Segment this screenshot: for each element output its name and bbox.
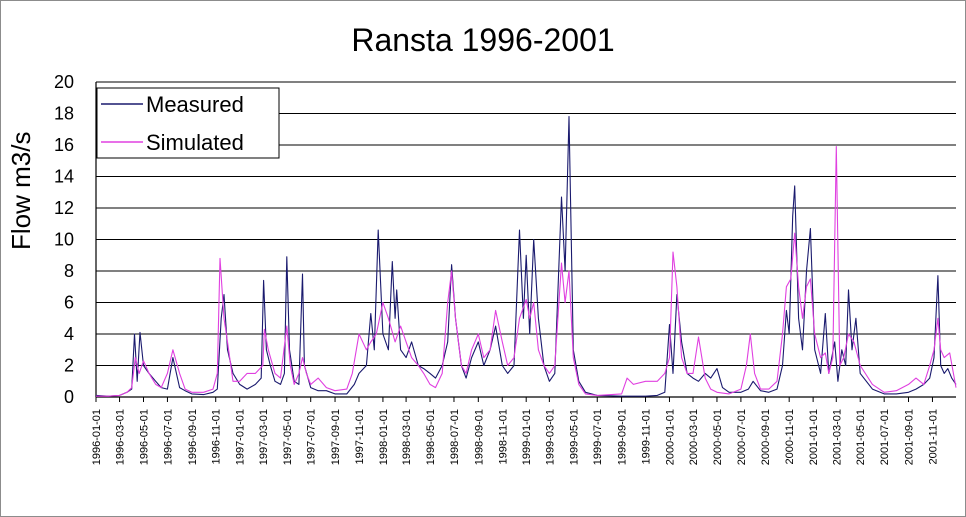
legend-label: Measured — [146, 92, 244, 117]
series-lines — [95, 116, 957, 397]
y-tick-label: 10 — [54, 230, 74, 250]
x-tick-label: 2000-05-01 — [712, 409, 724, 465]
x-tick-label: 1996-01-01 — [91, 409, 103, 465]
x-tick-label: 1998-11-01 — [497, 409, 509, 464]
series-line-simulated — [96, 146, 957, 397]
legend: Measured Simulated — [96, 87, 280, 159]
x-tick-label: 2001-09-01 — [904, 409, 916, 465]
x-tick-label: 1996-05-01 — [138, 409, 150, 465]
x-tick-label: 1997-05-01 — [282, 409, 294, 465]
x-tick-label: 1997-11-01 — [354, 409, 366, 464]
x-tick-label: 1996-09-01 — [187, 409, 199, 465]
x-tick-label: 1998-03-01 — [401, 409, 413, 465]
y-tick-label: 12 — [54, 198, 74, 218]
x-tick-label: 1997-01-01 — [235, 409, 247, 465]
x-tick-label: 2001-03-01 — [831, 409, 843, 465]
x-tick-label: 2000-03-01 — [688, 409, 700, 465]
y-tick-label: 16 — [54, 135, 74, 155]
x-tick-label: 1996-03-01 — [115, 409, 127, 465]
x-tick-label: 1999-11-01 — [641, 409, 653, 464]
y-tick-label: 8 — [64, 261, 74, 281]
x-tick-label: 2000-07-01 — [736, 409, 748, 465]
x-tick-label: 1999-05-01 — [568, 409, 580, 465]
x-tick-label: 1997-03-01 — [258, 409, 270, 465]
x-tick-label: 2000-01-01 — [664, 409, 676, 465]
x-tick-label: 1999-09-01 — [617, 409, 629, 465]
legend-box — [96, 87, 280, 159]
y-tick-label: 14 — [54, 167, 74, 187]
x-tick-label: 1999-07-01 — [592, 409, 604, 465]
x-tick-label: 1999-03-01 — [544, 409, 556, 465]
x-tick-label: 2001-11-01 — [927, 409, 939, 464]
x-tick-label: 1998-05-01 — [425, 409, 437, 465]
x-tick-label: 1997-09-01 — [330, 409, 342, 465]
y-tick-label: 4 — [64, 324, 74, 344]
x-tick-label: 1999-01-01 — [521, 409, 533, 465]
x-tick-label: 1998-09-01 — [473, 409, 485, 465]
x-tick-label: 1998-07-01 — [449, 409, 461, 465]
chart-title: Ransta 1996-2001 — [351, 22, 615, 58]
x-tick-label: 2001-01-01 — [808, 409, 820, 465]
y-tick-label: 20 — [54, 72, 74, 92]
x-tick-label: 2000-11-01 — [784, 409, 796, 464]
y-tick-label: 6 — [64, 293, 74, 313]
x-tick-label: 1996-11-01 — [211, 409, 223, 464]
x-tick-label: 1996-07-01 — [162, 409, 174, 465]
legend-label: Simulated — [146, 130, 244, 155]
x-tick-label: 2001-07-01 — [879, 409, 891, 465]
y-tick-label: 2 — [64, 356, 74, 376]
x-tick-labels: 1996-01-01 1996-03-01 1996-05-01 1996-07-01… — [91, 397, 939, 465]
series-line-measured — [95, 116, 957, 397]
x-tick-label: 2001-05-01 — [855, 409, 867, 465]
x-tick-label: 1997-07-01 — [306, 409, 318, 465]
y-tick-labels: 0 2 4 6 8 10 12 14 16 18 20 — [54, 72, 74, 407]
y-tick-label: 0 — [64, 387, 74, 407]
x-tick-label: 1998-01-01 — [378, 409, 390, 465]
x-tick-label: 2000-09-01 — [760, 409, 772, 465]
y-tick-label: 18 — [54, 104, 74, 124]
